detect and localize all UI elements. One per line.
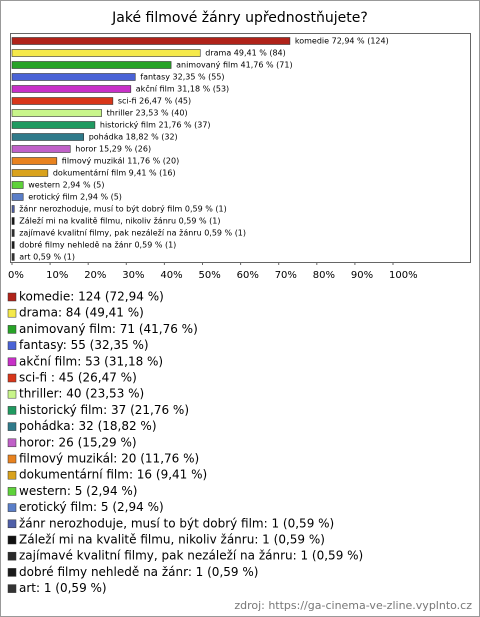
legend-label: pohádka: 32 (18,82 %): [19, 419, 157, 433]
bar-label: pohádka 18,82 % (32): [89, 133, 178, 142]
legend-label: komedie: 124 (72,94 %): [19, 290, 164, 304]
legend-swatch: [7, 454, 17, 464]
bar-label: historický film 21,76 % (37): [100, 121, 211, 130]
x-tick-label: 90%: [351, 270, 373, 281]
bar-label: filmový muzikál 11,76 % (20): [62, 157, 179, 166]
bar: [11, 109, 102, 117]
bar-label: western 2,94 % (5): [28, 181, 104, 190]
legend-label: animovaný film: 71 (41,76 %): [19, 322, 198, 336]
legend-label: erotický film: 5 (2,94 %): [19, 500, 164, 514]
bar: [11, 49, 201, 57]
bar-label: dokumentární film 9,41 % (16): [53, 169, 176, 178]
x-tick-label: 10%: [46, 270, 68, 281]
bar: [11, 37, 291, 45]
x-tick-label: 100%: [389, 270, 418, 281]
plot-area: [10, 33, 471, 263]
legend-label: horor: 26 (15,29 %): [19, 435, 137, 449]
source: zdroj: https://ga-cinema-ve-zline.vyplnt…: [234, 599, 472, 612]
bar-label: Záleží mi na kvalitě filmu, nikoliv žánr…: [19, 217, 220, 226]
bar-label: akční film 31,18 % (53): [136, 84, 229, 94]
legend-swatch: [7, 568, 17, 577]
legend-label: zajímavé kvalitní filmy, pak nezáleží na…: [19, 549, 363, 563]
legend-swatch: [7, 389, 17, 399]
bar-label: erotický film 2,94 % (5): [28, 193, 122, 202]
legend-label: dobré filmy nehledě na žánr: 1 (0,59 %): [19, 565, 258, 579]
bar-label: drama 49,41 % (84): [205, 49, 286, 58]
legend-swatch: [7, 373, 17, 383]
legend-swatch: [7, 325, 17, 334]
legend-swatch: [7, 519, 17, 529]
x-tick-label: 80%: [313, 270, 335, 281]
bar: [11, 217, 15, 225]
bar: [11, 145, 71, 153]
legend-label: sci-fi : 45 (26,47 %): [19, 371, 137, 385]
bar: [11, 241, 15, 249]
bar-label: thriller 23,53 % (40): [107, 109, 188, 118]
legend-swatch: [7, 357, 17, 367]
legend-swatch: [7, 470, 17, 480]
legend-swatch: [7, 341, 17, 350]
bar: [11, 193, 24, 201]
x-tick-label: 70%: [275, 270, 297, 281]
legend-label: thriller: 40 (23,53 %): [19, 387, 144, 401]
bar: [11, 121, 96, 129]
legend-swatch: [7, 551, 17, 561]
bar: [11, 97, 114, 105]
bar: [11, 85, 132, 93]
legend-swatch: [7, 406, 17, 415]
legend-label: akční film: 53 (31,18 %): [19, 354, 163, 368]
legend-label: drama: 84 (49,41 %): [19, 306, 144, 320]
bar-label: sci-fi 26,47 % (45): [118, 97, 191, 106]
legend-label: art: 1 (0,59 %): [19, 581, 107, 595]
legend-label: western: 5 (2,94 %): [19, 484, 137, 498]
bar-label: žánr nerozhoduje, musí to být dobrý film…: [19, 205, 226, 214]
x-tick-label: 60%: [237, 270, 259, 281]
legend-swatch: [7, 292, 17, 302]
bar: [11, 169, 49, 177]
x-tick-label: 20%: [84, 270, 106, 281]
legend-label: historický film: 37 (21,76 %): [19, 403, 189, 417]
bar: [11, 157, 58, 165]
bar-label: komedie 72,94 % (124): [295, 37, 389, 46]
legend-label: fantasy: 55 (32,35 %): [19, 338, 149, 352]
bar-label: art 0,59 % (1): [19, 253, 75, 262]
legend-swatch: [7, 422, 17, 431]
legend-swatch: [7, 503, 17, 512]
bar: [11, 253, 15, 261]
x-tick-label: 0%: [8, 270, 24, 281]
bar: [11, 133, 85, 141]
x-tick-label: 30%: [122, 270, 144, 281]
bar: [11, 205, 15, 213]
x-tick-label: 40%: [160, 270, 182, 281]
legend-label: Záleží mi na kvalitě filmu, nikoliv žánr…: [19, 533, 325, 547]
bar-label: zajímavé kvalitní filmy, pak nezáleží na…: [19, 228, 246, 238]
legend-label: dokumentární film: 16 (9,41 %): [19, 468, 207, 482]
bar-label: animovaný film 41,76 % (71): [176, 61, 292, 70]
bar-label: dobré filmy nehledě na žánr 0,59 % (1): [19, 240, 176, 250]
bar-label: fantasy 32,35 % (55): [140, 73, 224, 82]
chart-title: Jaké filmové žánry upřednostňujete?: [111, 10, 368, 26]
bar: [11, 61, 172, 69]
bar: [11, 181, 24, 189]
legend-label: žánr nerozhoduje, musí to být dobrý film…: [19, 516, 334, 530]
x-tick-label: 50%: [199, 270, 221, 281]
legend-swatch: [7, 308, 17, 318]
legend-swatch: [7, 584, 17, 593]
bar: [11, 73, 136, 81]
bar: [11, 229, 15, 237]
bar-label: horor 15,29 % (26): [75, 145, 151, 154]
legend-swatch: [7, 487, 17, 496]
legend-label: filmový muzikál: 20 (11,76 %): [19, 452, 199, 466]
legend-swatch: [7, 438, 17, 448]
legend-swatch: [7, 535, 17, 545]
